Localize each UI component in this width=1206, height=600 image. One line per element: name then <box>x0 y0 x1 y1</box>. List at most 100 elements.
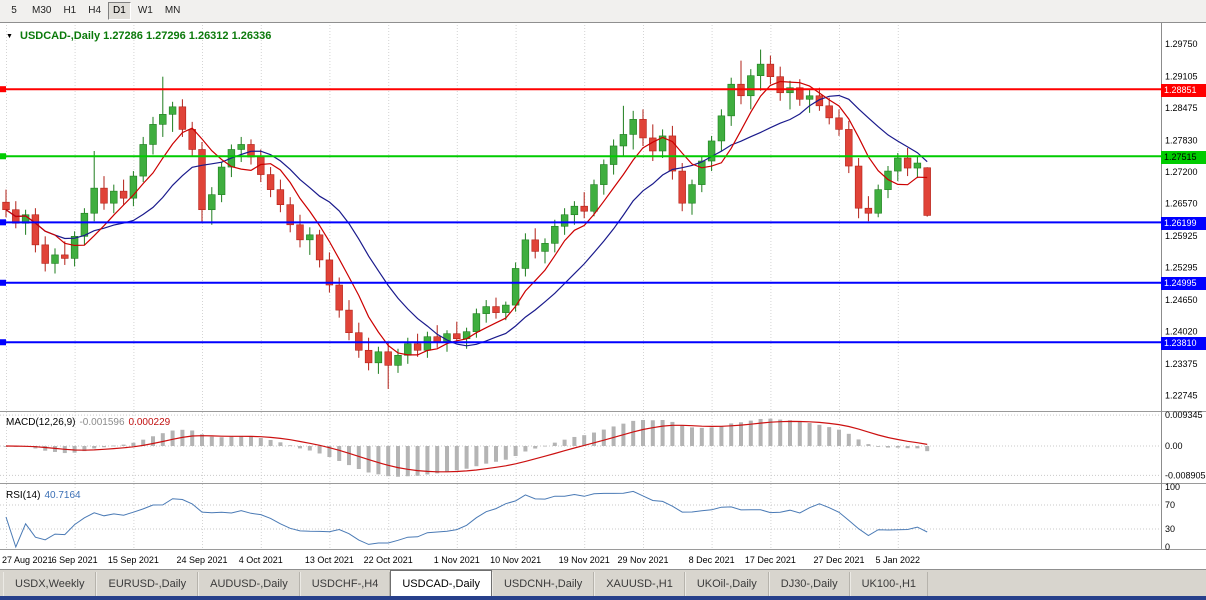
price-axis-label: 1.29105 <box>1165 71 1198 81</box>
timeframe-toolbar: 5 M30 H1 H4 D1 W1 MN <box>0 0 1206 22</box>
candle <box>864 196 873 222</box>
macd-axis-label: 0.00 <box>1165 441 1183 451</box>
candle <box>100 176 108 210</box>
date-axis-label: 29 Nov 2021 <box>617 555 668 565</box>
candle <box>903 147 912 177</box>
candle <box>90 150 98 222</box>
candle <box>776 66 784 101</box>
price-axis-label: 1.29750 <box>1165 39 1198 49</box>
rsi-indicator-label: RSI(14) 40.7164 <box>6 490 81 501</box>
candle <box>237 136 245 163</box>
candle <box>355 322 363 358</box>
candle <box>756 49 765 91</box>
chart-tab-xauusd-h1[interactable]: XAUUSD-,H1 <box>594 572 685 596</box>
candle <box>423 331 432 358</box>
candle <box>521 233 530 277</box>
timeframe-button-m30[interactable]: M30 <box>32 5 52 16</box>
date-gridlines-layer <box>6 25 899 549</box>
candle <box>315 229 324 268</box>
chart-tabbar: USDX,Weekly EURUSD-,Daily AUDUSD-,Daily USD… <box>0 569 1206 596</box>
price-line-tag[interactable]: 1.23810 <box>1161 336 1206 350</box>
macd-indicator-label: MACD(12,26,9) -0.001596 0.000229 <box>6 417 170 428</box>
chart-tab-usdcnh-daily[interactable]: USDCNH-,Daily <box>491 572 595 596</box>
candle <box>551 219 559 253</box>
date-axis-label: 5 Jan 2022 <box>876 555 921 565</box>
chart-ohlc-values: 1.27286 1.27296 1.26312 1.26336 <box>103 30 272 42</box>
rsi-axis-label: 70 <box>1165 500 1175 510</box>
chart-symbol-title: USDCAD-,Daily <box>20 30 101 42</box>
candle <box>668 125 677 180</box>
macd-histogram <box>4 418 930 477</box>
timeframe-button-5[interactable]: 5 <box>11 5 17 16</box>
chart-canvas[interactable]: 1.29750 1.29105 1.28475 1.27830 1.27200 1.265… <box>0 23 1206 569</box>
candle <box>854 158 863 219</box>
candle <box>374 346 383 374</box>
price-axis-label: 1.24020 <box>1165 327 1198 337</box>
price-line-tag[interactable]: 1.28851 <box>1161 83 1206 97</box>
chart-tab-usdx-weekly[interactable]: USDX,Weekly <box>3 572 97 596</box>
candle <box>51 248 59 274</box>
chart-tab-ukoil-daily[interactable]: UKOil-,Daily <box>684 572 769 596</box>
price-line-tag[interactable]: 1.27515 <box>1161 150 1206 164</box>
chart-tab-usdchf-h4[interactable]: USDCHF-,H4 <box>299 572 391 596</box>
window-bottom-edge <box>0 596 1206 600</box>
timeframe-button-d1[interactable]: D1 <box>108 2 131 20</box>
date-axis-label: 15 Sep 2021 <box>108 555 159 565</box>
price-axis-label: 1.27200 <box>1165 167 1198 177</box>
timeframe-button-mn[interactable]: MN <box>164 5 181 16</box>
candle <box>149 116 157 155</box>
hlines-layer[interactable] <box>0 86 1161 346</box>
candle <box>511 262 520 312</box>
candle <box>159 76 167 137</box>
hline-left-anchor <box>0 219 6 226</box>
candle <box>845 120 853 174</box>
candle <box>325 252 334 293</box>
axis-labels: 1.29750 1.29105 1.28475 1.27830 1.27200 1.265… <box>2 39 1206 565</box>
chart-tab-eurusd-daily[interactable]: EURUSD-,Daily <box>96 572 199 596</box>
candle <box>139 136 147 183</box>
candle <box>805 89 814 113</box>
candle <box>766 55 775 85</box>
timeframe-button-h1[interactable]: H1 <box>63 5 77 16</box>
price-line-tag[interactable]: 1.24995 <box>1161 277 1206 291</box>
rsi-name: RSI(14) <box>6 490 41 501</box>
chart-tab-audusd-daily[interactable]: AUDUSD-,Daily <box>198 572 300 596</box>
price-axis-label: 1.26570 <box>1165 199 1198 209</box>
candle <box>796 79 804 106</box>
timeframe-button-w1[interactable]: W1 <box>137 5 153 16</box>
candle <box>531 228 539 259</box>
price-axis-label: 1.24650 <box>1165 295 1198 305</box>
candle <box>70 231 79 267</box>
date-axis-label: 4 Oct 2021 <box>239 555 283 565</box>
candle <box>384 342 392 389</box>
date-axis-label: 13 Oct 2021 <box>305 555 354 565</box>
candle <box>639 109 647 146</box>
chart-dropdown-icon[interactable]: ▼ <box>6 33 13 40</box>
candle <box>688 179 696 215</box>
chart-tab-usdcad-daily[interactable]: USDCAD-,Daily <box>390 570 492 596</box>
date-axis-label: 22 Oct 2021 <box>364 555 413 565</box>
chart-tab-dj30-daily[interactable]: DJ30-,Daily <box>768 572 850 596</box>
timeframe-button-h4[interactable]: H4 <box>88 5 102 16</box>
candle <box>41 236 49 272</box>
price-line-tag[interactable]: 1.26199 <box>1161 216 1206 230</box>
candle <box>629 110 637 150</box>
candle <box>266 167 275 198</box>
candle <box>188 121 196 158</box>
chart-title: ▼ USDCAD-,Daily 1.27286 1.27296 1.26312 … <box>6 30 271 42</box>
macd-axis-label: -0.008905 <box>1165 470 1206 480</box>
chart-tab-uk100-h1[interactable]: UK100-,H1 <box>849 572 929 596</box>
macd-axis-label: 0.009345 <box>1165 410 1203 420</box>
candle <box>727 77 735 126</box>
price-axis-label: 1.22745 <box>1165 391 1198 401</box>
candle <box>198 141 206 223</box>
candle <box>413 333 422 357</box>
candle <box>276 179 285 213</box>
date-axis-label: 27 Dec 2021 <box>813 555 864 565</box>
candle <box>482 300 490 323</box>
candle <box>345 300 353 341</box>
macd-name: MACD(12,26,9) <box>6 417 76 428</box>
price-axis-label: 1.27830 <box>1165 135 1198 145</box>
candle <box>590 179 598 217</box>
candle <box>619 105 628 157</box>
